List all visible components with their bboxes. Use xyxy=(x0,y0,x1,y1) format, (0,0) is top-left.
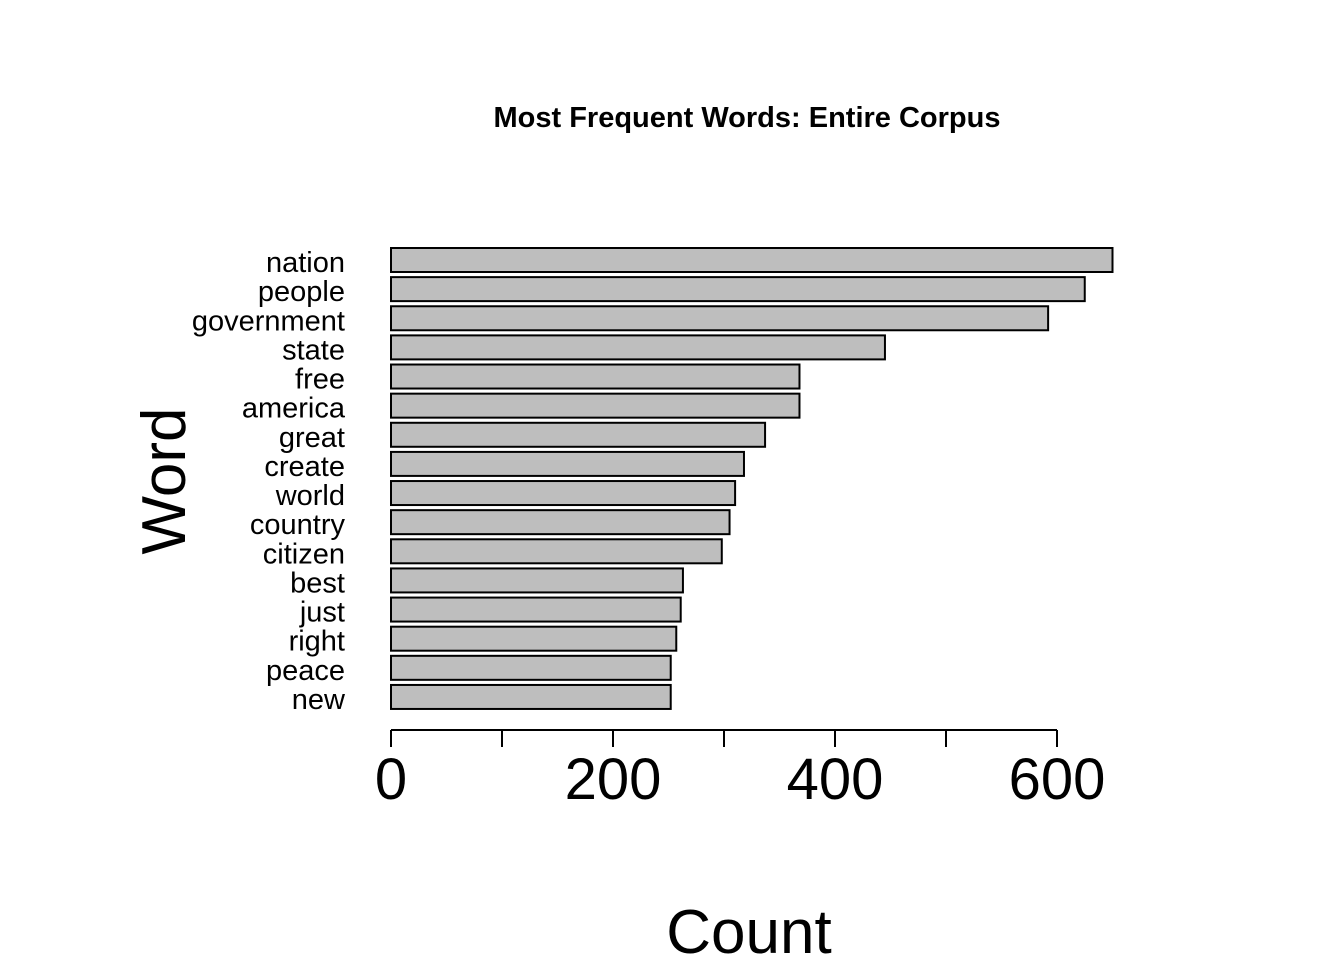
bar-people xyxy=(390,276,1086,303)
category-label-just: just xyxy=(299,597,345,629)
category-label-people: people xyxy=(258,276,345,308)
x-axis: 0 200 400 600 xyxy=(375,729,1106,812)
category-label-peace: peace xyxy=(266,655,345,687)
x-tick-label-0: 0 xyxy=(375,747,407,812)
bar-new xyxy=(390,683,672,710)
bar-citizen xyxy=(390,538,723,565)
bar-state xyxy=(390,334,886,361)
x-tick-label-400: 400 xyxy=(787,747,884,812)
x-tick-label-200: 200 xyxy=(565,747,662,812)
category-label-best: best xyxy=(290,567,345,599)
bar-government xyxy=(390,305,1050,332)
category-label-citizen: citizen xyxy=(263,538,345,570)
category-label-world: world xyxy=(275,480,345,512)
bar-best xyxy=(390,567,684,594)
y-axis-title: Word xyxy=(130,407,199,554)
category-label-nation: nation xyxy=(266,247,345,279)
category-label-country: country xyxy=(250,509,346,541)
bar-world xyxy=(390,480,737,507)
category-label-government: government xyxy=(192,305,345,337)
x-axis-title: Count xyxy=(666,898,831,960)
bar-peace xyxy=(390,654,672,681)
category-labels-group: nationpeoplegovernmentstatefreeamericagr… xyxy=(192,247,346,716)
bar-just xyxy=(390,596,682,623)
category-label-new: new xyxy=(292,684,346,716)
bar-nation xyxy=(390,247,1114,273)
category-label-america: america xyxy=(242,393,346,425)
bar-country xyxy=(390,509,731,536)
category-label-state: state xyxy=(282,334,345,366)
category-label-create: create xyxy=(264,451,345,483)
bar-right xyxy=(390,625,678,652)
bars-group xyxy=(390,247,1114,710)
category-label-great: great xyxy=(279,422,345,454)
category-label-right: right xyxy=(289,626,345,658)
bar-free xyxy=(390,363,801,390)
bar-great xyxy=(390,421,767,448)
category-label-free: free xyxy=(295,364,345,396)
chart-title: Most Frequent Words: Entire Corpus xyxy=(494,102,1001,134)
bar-create xyxy=(390,450,745,477)
x-tick-label-600: 600 xyxy=(1009,747,1106,812)
bar-america xyxy=(390,392,801,419)
